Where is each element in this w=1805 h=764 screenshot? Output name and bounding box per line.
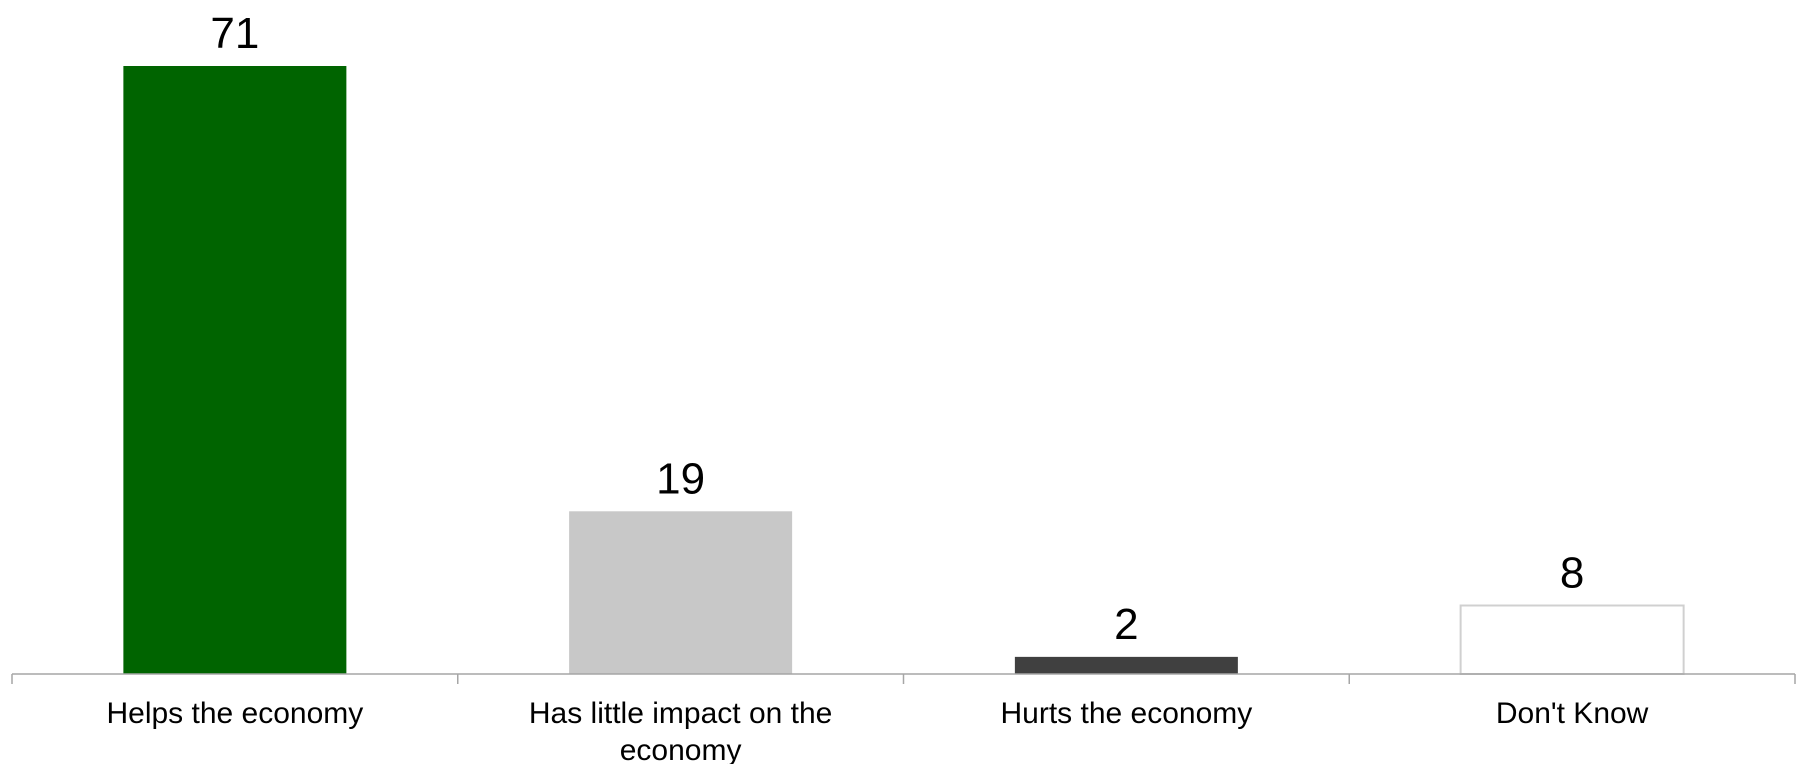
bars-layer — [123, 66, 1685, 676]
value-label-1: 71 — [210, 9, 259, 58]
category-labels-layer: Helps the economy Has little impact on th… — [106, 697, 1648, 764]
bar-3 — [1014, 656, 1238, 674]
bar-2 — [569, 511, 793, 674]
bar-4 — [1459, 604, 1685, 676]
category-label-2: Has little impact on the economy — [529, 697, 832, 764]
value-label-2: 19 — [656, 454, 705, 503]
value-labels-layer: 71 19 2 8 — [210, 9, 1584, 649]
category-label-4: Don't Know — [1496, 697, 1649, 730]
value-label-3: 2 — [1114, 600, 1138, 649]
value-label-4: 8 — [1560, 548, 1584, 597]
bar-1 — [123, 66, 347, 674]
x-axis — [11, 673, 1796, 684]
category-label-1: Helps the economy — [106, 697, 363, 730]
category-label-3: Hurts the economy — [1000, 697, 1252, 730]
